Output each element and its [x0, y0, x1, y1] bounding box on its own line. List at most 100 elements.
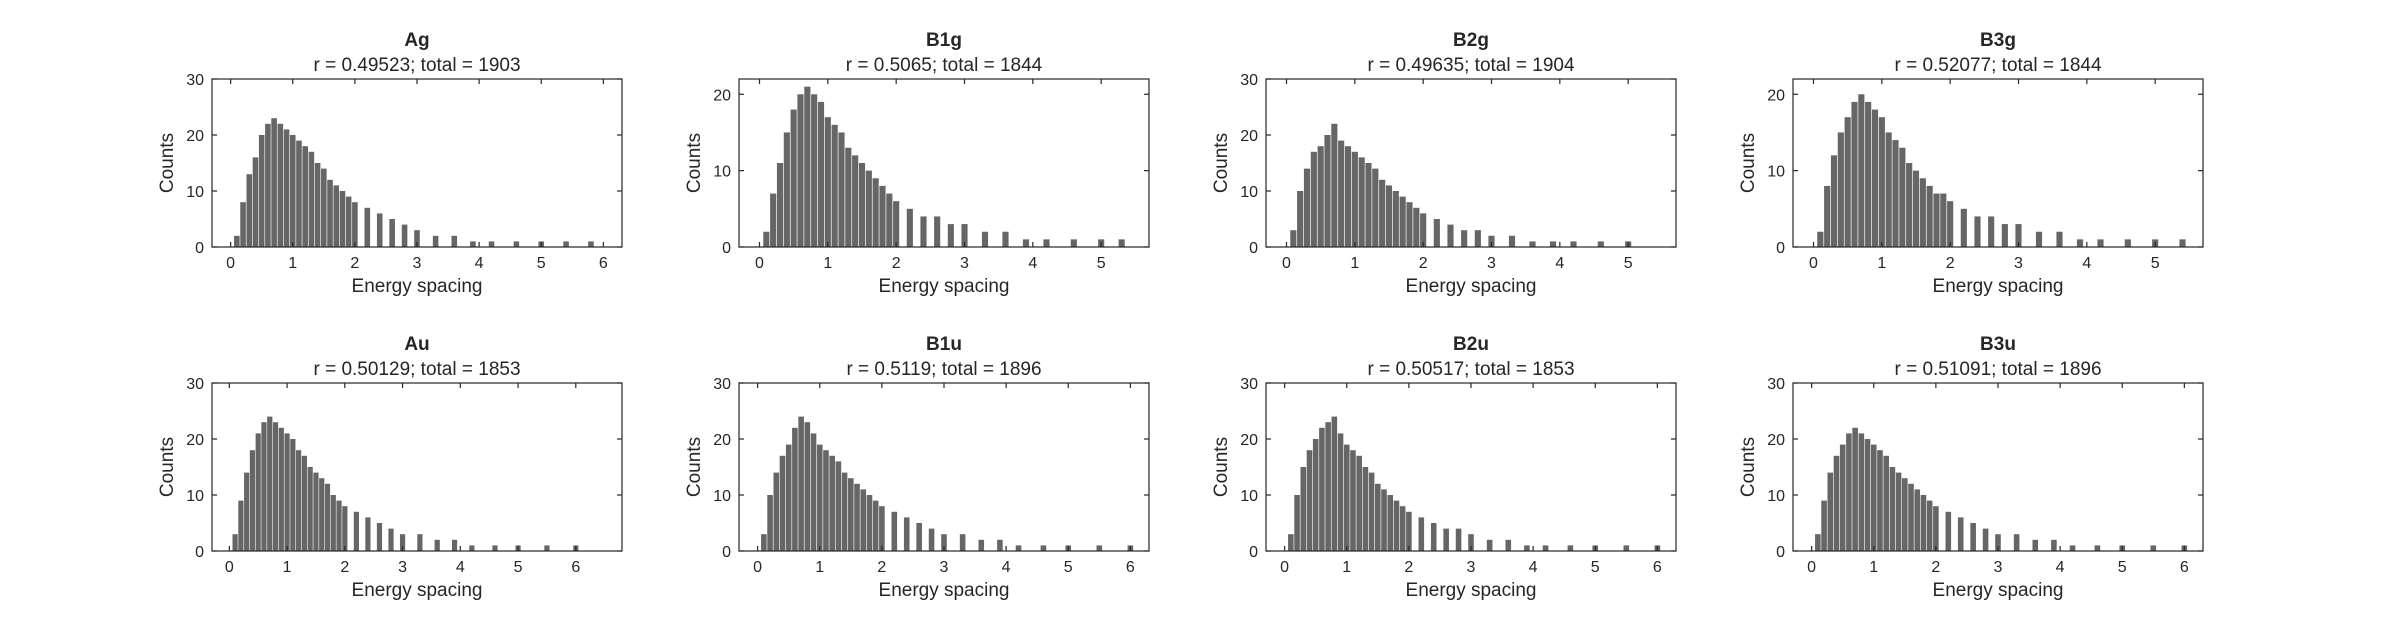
histogram-bar [1430, 523, 1437, 551]
subplot-title: Au [404, 334, 429, 355]
histogram-bar [1623, 545, 1630, 551]
histogram-bar [451, 235, 458, 247]
subplot-subtitle: r = 0.5065; total = 1844 [846, 55, 1043, 76]
histogram-bar [1982, 528, 1989, 551]
subplot: 0 10 20 30 0 1 2 3 4 5 6 Au r = 0.50129; total = 185… [157, 334, 623, 601]
y-tick-label: 10 [713, 488, 731, 505]
histogram-bar [267, 416, 273, 551]
histogram-bar [1871, 109, 1879, 247]
histogram-bar [1833, 455, 1840, 551]
histogram-bar [872, 178, 879, 247]
y-axis-label: Counts [1738, 437, 1759, 497]
histogram-bar [290, 439, 296, 551]
y-tick-label: 20 [1240, 432, 1258, 449]
x-tick-label: 4 [2056, 559, 2065, 576]
histogram-bar [353, 511, 359, 551]
histogram-bar [1300, 467, 1307, 551]
x-tick-label: 4 [1002, 559, 1011, 576]
histogram-bar [792, 427, 798, 551]
histogram-bar [1443, 528, 1449, 551]
histogram-bar [327, 179, 333, 247]
histogram-bar [879, 185, 886, 247]
histogram-bar [255, 433, 261, 551]
histogram-bar [1413, 207, 1420, 247]
histogram-bar [1839, 444, 1846, 551]
x-tick-label: 0 [1809, 255, 1818, 272]
subplot-subtitle: r = 0.50129; total = 1853 [313, 359, 520, 380]
histogram-bar [1597, 241, 1604, 247]
histogram-bar [934, 216, 941, 247]
histogram-bar [283, 129, 290, 247]
histogram-bar [941, 534, 947, 551]
x-tick-label: 4 [2082, 255, 2091, 272]
x-tick-label: 0 [226, 255, 235, 272]
subplot-title: B3g [1980, 30, 2016, 51]
histogram-bar [1096, 545, 1103, 551]
y-tick-label: 10 [1240, 184, 1258, 201]
histogram-bar [1312, 439, 1319, 551]
y-tick-label: 30 [1240, 72, 1258, 89]
histogram-bar [278, 427, 284, 551]
x-axis-label: Energy spacing [1933, 580, 2064, 601]
histogram-bar [776, 163, 784, 247]
histogram-bar [376, 523, 383, 551]
subplot-subtitle: r = 0.49635; total = 1904 [1367, 55, 1574, 76]
x-axis-label: Energy spacing [1406, 276, 1537, 297]
subplot-subtitle: r = 0.49523; total = 1903 [313, 55, 520, 76]
histogram-bar [1858, 94, 1865, 248]
y-tick-label: 0 [1249, 240, 1258, 257]
x-axis-label: Energy spacing [352, 276, 483, 297]
histogram-bar [342, 506, 348, 551]
histogram-bar [1883, 455, 1889, 551]
histogram-bar [336, 500, 342, 551]
histogram-bar [2150, 545, 2157, 551]
histogram-bar [1447, 224, 1454, 247]
x-tick-label: 2 [892, 255, 901, 272]
histogram-bar [319, 478, 325, 551]
histogram-bar [947, 224, 954, 247]
histogram-bar [1542, 545, 1549, 551]
y-tick-label: 20 [186, 432, 204, 449]
histogram-bar [1878, 117, 1885, 248]
histogram-bar [981, 231, 989, 247]
subplot-subtitle: r = 0.51091; total = 1896 [1894, 359, 2101, 380]
histogram-bar [1368, 472, 1375, 551]
histogram-bar [1567, 545, 1574, 551]
histogram-bar [2001, 224, 2008, 247]
histogram-bar [829, 455, 835, 551]
histogram-bar [797, 94, 804, 248]
histogram-bar [1988, 216, 1995, 247]
histogram-bar [265, 123, 271, 247]
subplot: 0 10 20 30 0 1 2 3 4 5 6 B1u r = 0.5119; total = 189… [684, 334, 1150, 601]
x-tick-label: 3 [1487, 255, 1496, 272]
histogram-bar [1914, 489, 1921, 551]
x-axis-label: Energy spacing [879, 276, 1010, 297]
x-tick-label: 3 [1994, 559, 2003, 576]
histogram-bar [324, 483, 331, 551]
histogram-bar [997, 539, 1003, 551]
y-axis-label: Counts [1211, 133, 1232, 193]
x-tick-label: 1 [815, 559, 824, 576]
x-tick-label: 2 [877, 559, 886, 576]
histogram-bar [1392, 191, 1399, 247]
histogram-bar [2069, 545, 2076, 551]
histogram-bar [841, 472, 848, 551]
histogram-bar [1420, 213, 1427, 247]
histogram-bar [289, 135, 296, 247]
histogram-bar [1362, 467, 1369, 551]
histogram-bar [1324, 135, 1331, 247]
y-tick-label: 30 [186, 72, 204, 89]
subplot-title: B1u [926, 334, 962, 355]
y-tick-label: 30 [1240, 376, 1258, 393]
histogram-bar [1002, 231, 1009, 247]
histogram-bar [364, 207, 371, 247]
histogram-bar [879, 506, 885, 551]
histogram-bar [817, 101, 825, 247]
x-tick-label: 5 [1591, 559, 1600, 576]
histogram-bar [891, 511, 898, 551]
y-axis-label: Counts [1738, 133, 1759, 193]
histogram-bar [1824, 185, 1831, 247]
histogram-bar [1919, 178, 1926, 247]
histogram-bar [1870, 444, 1877, 551]
